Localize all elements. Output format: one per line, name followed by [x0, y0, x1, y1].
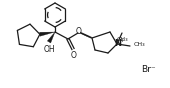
Polygon shape [47, 32, 55, 43]
Text: O: O [76, 27, 82, 37]
Text: CH₃: CH₃ [116, 37, 128, 42]
Text: +: + [120, 37, 124, 43]
Text: OH: OH [43, 45, 55, 54]
Text: CH₃: CH₃ [134, 43, 146, 48]
Text: O: O [71, 51, 77, 60]
Text: Br⁻: Br⁻ [141, 65, 155, 75]
Polygon shape [40, 32, 55, 36]
Text: N: N [115, 40, 122, 48]
